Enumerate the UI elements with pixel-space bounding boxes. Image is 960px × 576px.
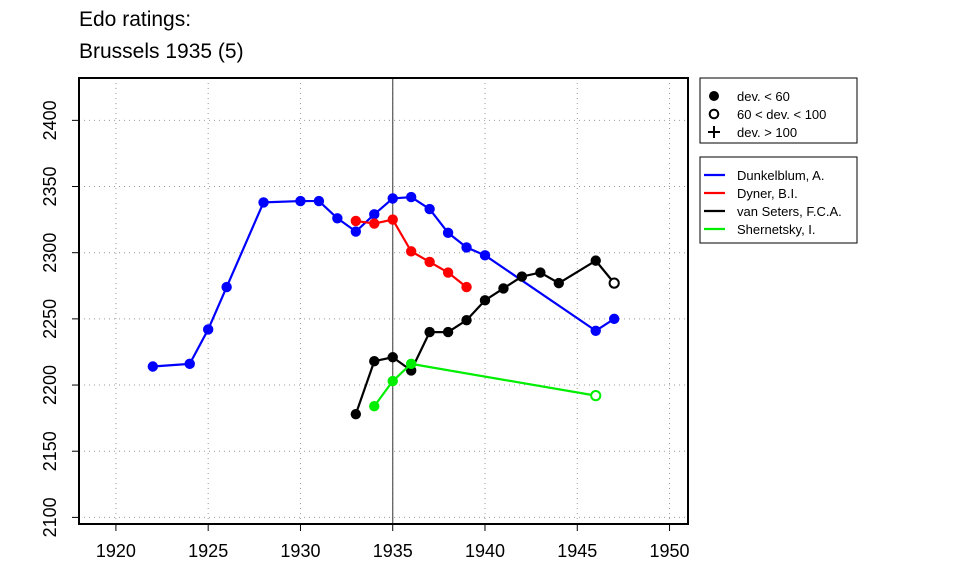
data-point [516, 271, 528, 282]
data-point [405, 246, 417, 257]
data-point [479, 250, 491, 261]
data-point [147, 361, 159, 372]
series-legend-label: Dunkelblum, A. [737, 168, 824, 183]
data-point [295, 195, 306, 207]
data-point [202, 324, 214, 335]
data-point [387, 352, 398, 363]
data-point [369, 209, 380, 220]
legend-symbol-plus [708, 126, 720, 138]
x-tick-label: 1945 [557, 541, 597, 561]
series-legend-label: Dyner, B.I. [737, 186, 798, 201]
data-point [424, 326, 435, 338]
series-line [373, 362, 596, 407]
data-point [461, 281, 472, 293]
legend-symbol-open [708, 108, 720, 120]
data-point [350, 215, 362, 227]
data-point [387, 193, 398, 204]
data-point [350, 408, 362, 420]
y-tick-label: 2300 [40, 233, 60, 273]
x-tick-label: 1940 [465, 541, 505, 561]
data-point [553, 277, 565, 289]
y-tick-label: 2350 [40, 166, 60, 206]
data-point [442, 326, 454, 338]
data-point [442, 267, 454, 278]
data-point [258, 197, 269, 208]
data-point [221, 281, 232, 293]
x-tick-label: 1930 [280, 541, 320, 561]
y-tick-label: 2100 [40, 497, 60, 537]
data-point [313, 195, 325, 207]
symbol-legend-label: dev. > 100 [737, 125, 797, 140]
x-tick-label: 1925 [188, 541, 228, 561]
chart-title-line-2: Brussels 1935 (5) [79, 40, 244, 63]
series-legend-label: Shernetsky, I. [737, 222, 816, 237]
data-point-open [608, 277, 620, 289]
legend-symbol-filled [709, 91, 719, 101]
data-point [424, 203, 435, 215]
y-tick-label: 2150 [40, 431, 60, 471]
data-point [590, 325, 601, 336]
data-point [479, 295, 491, 306]
data-series [147, 191, 620, 420]
data-point [442, 227, 454, 239]
symbol-legend-label: dev. < 60 [737, 89, 790, 104]
data-point [369, 401, 380, 412]
series-legend-box [699, 156, 858, 244]
data-point [369, 356, 380, 367]
x-tick-label: 1920 [96, 541, 136, 561]
data-point [590, 255, 601, 266]
data-point [350, 226, 362, 237]
series-legend-label: van Seters, F.C.A. [737, 204, 842, 219]
axes: 1920 1925 1930 1935 1940 1945 1950 2100 2150 2200… [40, 100, 690, 561]
data-point-open [590, 390, 602, 402]
symbol-legend: dev. < 60 60 < dev. < 100 dev. > 100 [699, 77, 858, 144]
data-point [424, 256, 435, 268]
data-point [498, 283, 509, 294]
plot-frame [78, 77, 689, 525]
data-point [405, 358, 417, 370]
y-tick-label: 2250 [40, 299, 60, 339]
x-tick-label: 1950 [650, 541, 690, 561]
series-legend: Dunkelblum, A. Dyner, B.I. van Seters, F.C… [699, 156, 858, 244]
symbol-legend-label: 60 < dev. < 100 [737, 107, 826, 122]
data-point [184, 358, 195, 370]
data-point [369, 218, 380, 229]
data-point [332, 213, 343, 224]
data-point [461, 314, 472, 326]
data-point [535, 267, 546, 278]
data-point [608, 313, 620, 325]
data-point [387, 214, 398, 225]
data-point [405, 191, 417, 203]
grid-lines [79, 78, 688, 524]
chart-title-line-1: Edo ratings: [79, 8, 192, 31]
data-point [387, 375, 398, 387]
y-tick-label: 2200 [40, 365, 60, 405]
symbol-legend-box [699, 77, 858, 144]
y-tick-label: 2400 [40, 100, 60, 140]
data-point [461, 242, 472, 253]
x-tick-label: 1935 [373, 541, 413, 561]
